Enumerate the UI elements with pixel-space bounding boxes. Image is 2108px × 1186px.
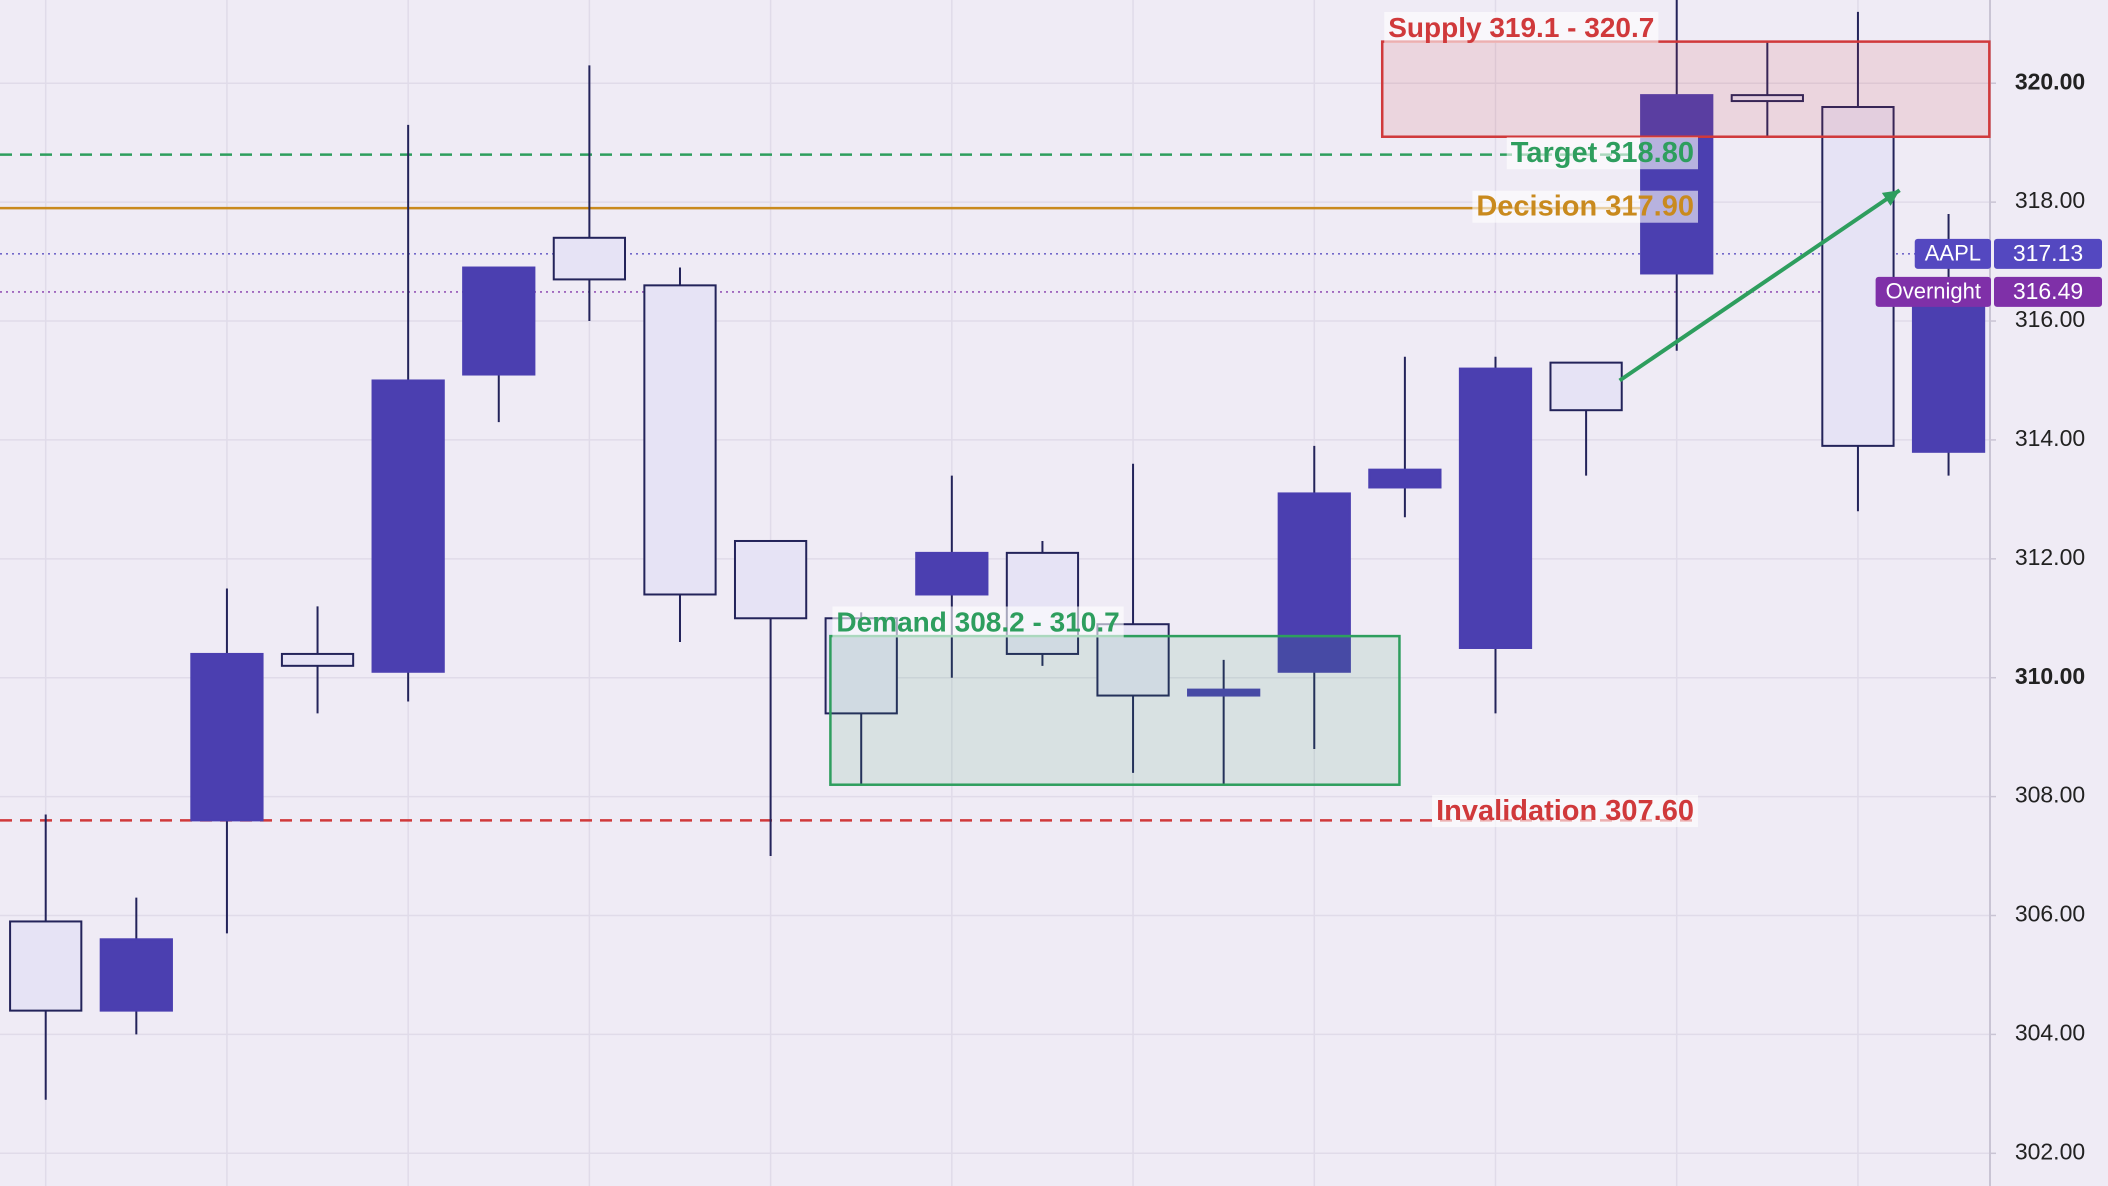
price-tag-name: AAPL xyxy=(1925,241,1981,266)
candle-body xyxy=(190,652,264,822)
candle-body xyxy=(9,920,83,1012)
zone-label-bg xyxy=(832,606,1124,638)
level-label-bg xyxy=(1472,190,1698,223)
price-tag-name-bg xyxy=(1914,238,1991,269)
level-label: Invalidation 307.60 xyxy=(1436,795,1694,827)
y-tick-label: 314.00 xyxy=(2015,425,2085,451)
candle-body xyxy=(1821,106,1895,447)
candle-body xyxy=(1458,367,1533,649)
candle-body xyxy=(1730,94,1804,103)
price-tag-value: 317.13 xyxy=(2013,240,2083,266)
zone xyxy=(1380,40,1991,138)
candle-body xyxy=(643,284,717,596)
level-label: Decision 317.90 xyxy=(1476,191,1694,223)
candle-body xyxy=(462,266,536,376)
price-tag-value: 316.49 xyxy=(2013,278,2083,304)
candle-body xyxy=(1187,688,1261,697)
candle-body xyxy=(1911,290,1986,453)
zone-label: Supply 319.1 - 320.7 xyxy=(1388,12,1654,43)
arrow-head xyxy=(1881,190,1900,206)
y-tick-label: 310.00 xyxy=(2015,663,2085,689)
zone-label-bg xyxy=(1384,12,1659,44)
price-tag-value-bg xyxy=(1994,276,2102,307)
y-tick-label: 316.00 xyxy=(2015,306,2085,332)
y-tick-label: 306.00 xyxy=(2015,901,2085,927)
level-label-bg xyxy=(1506,137,1698,170)
zone-label: Demand 308.2 - 310.7 xyxy=(836,606,1119,637)
y-tick-label: 318.00 xyxy=(2015,187,2085,213)
y-tick-label: 308.00 xyxy=(2015,782,2085,808)
candle-body xyxy=(1277,492,1351,673)
zone xyxy=(829,634,1401,786)
y-tick-label: 312.00 xyxy=(2015,544,2085,570)
candle-body xyxy=(371,379,445,673)
candle-body xyxy=(1368,468,1442,489)
candle-body xyxy=(280,652,355,667)
y-tick-label: 304.00 xyxy=(2015,1019,2085,1045)
candle-body xyxy=(733,539,808,620)
candle-body xyxy=(99,938,173,1012)
y-tick-label: 302.00 xyxy=(2015,1138,2085,1164)
level-label-bg xyxy=(1432,795,1698,828)
level-label: Target 318.80 xyxy=(1511,137,1694,169)
candle-body xyxy=(552,236,627,281)
arrow-line xyxy=(1618,188,1901,383)
candle-body xyxy=(1640,94,1714,275)
price-tag-value-bg xyxy=(1994,238,2102,269)
y-tick-label: 320.00 xyxy=(2015,68,2085,94)
candle-body xyxy=(915,551,989,596)
candle-body xyxy=(1549,361,1623,412)
price-tag-name: Overnight xyxy=(1886,279,1981,304)
price-tag-name-bg xyxy=(1875,276,1991,307)
